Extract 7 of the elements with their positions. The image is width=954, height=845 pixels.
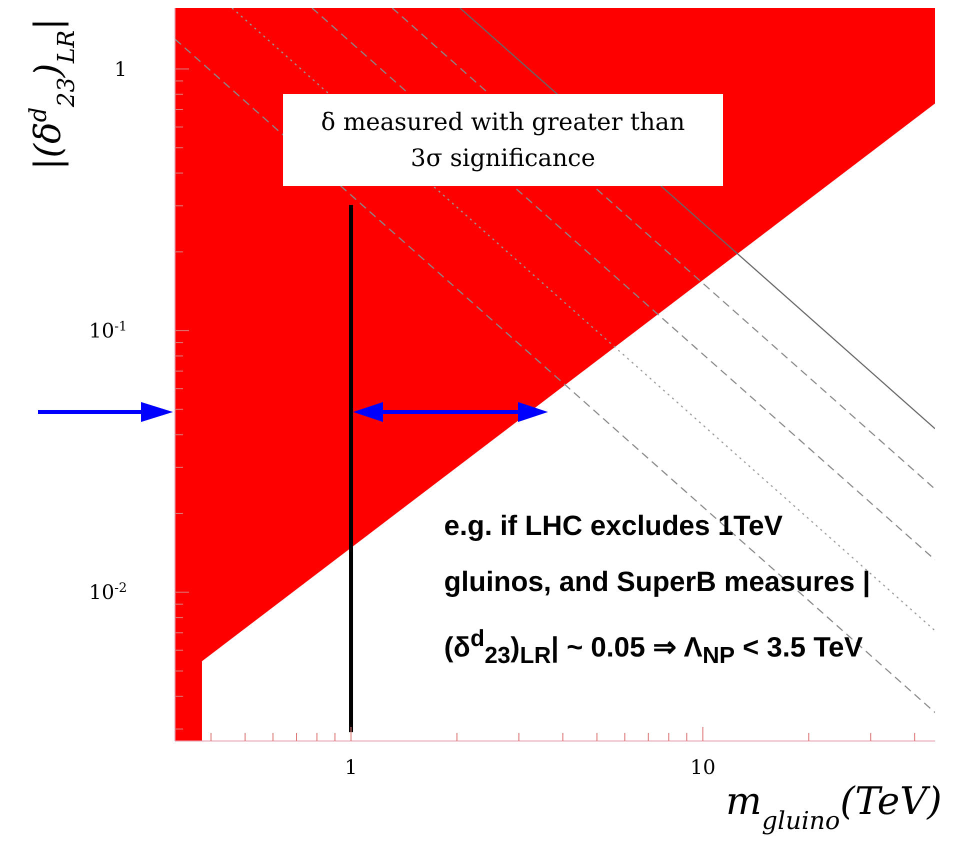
- annotation: δ measured with greater than 3σ significance: [283, 94, 723, 186]
- y-tick-label: 10$^{-2}$: [88, 580, 127, 604]
- x-axis-title: m$_{gluino}$(TeV): [726, 779, 942, 834]
- y-tick-label: 1: [114, 56, 127, 81]
- text: e.g. if LHC excludes 1TeV gluinos, and SuperB measures |(δ$^{d}$$_{23}$)$_{LR}$| ~ 0.05 ⇒ Λ$_{NP}$ < 3.5 TeV: [444, 510, 870, 668]
- x-tick-label: 10: [690, 755, 716, 779]
- y-tick-label: 10$^{-1}$: [88, 318, 127, 343]
